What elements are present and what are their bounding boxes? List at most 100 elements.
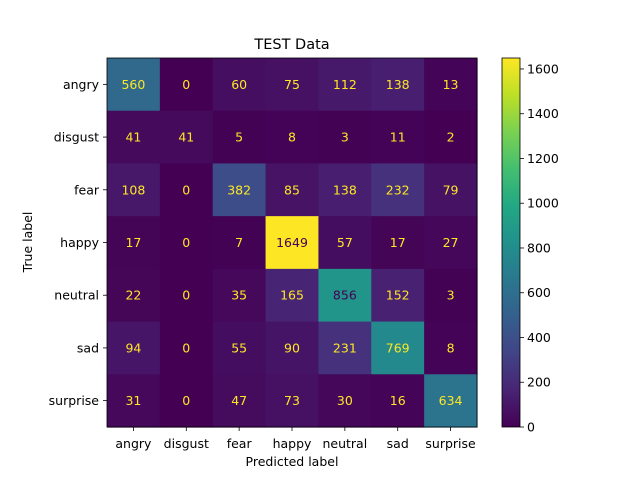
heatmap-cell [212, 268, 267, 323]
y-tick-label: surprise [49, 393, 100, 408]
y-tick-label: neutral [54, 288, 99, 303]
cell-value-label: 17 [125, 235, 141, 250]
heatmap-cell [159, 321, 214, 375]
cell-value-label: 138 [333, 182, 357, 197]
cell-value-label: 0 [182, 235, 190, 250]
colorbar-frame [501, 57, 521, 428]
heatmap-cell [265, 268, 320, 323]
heatmap-cell [371, 321, 425, 375]
cell-value-label: 138 [386, 77, 410, 92]
cell-value-label: 382 [227, 182, 251, 197]
heatmap-cell [159, 268, 214, 323]
heatmap-cell [265, 58, 320, 112]
heatmap-cell [424, 58, 478, 112]
heatmap-cell [265, 216, 320, 270]
cell-value-label: 79 [443, 182, 459, 197]
y-tick-label: sad [77, 340, 99, 355]
heatmap-cell [424, 374, 478, 428]
cell-value-label: 1649 [276, 235, 308, 250]
heatmap-cells [107, 58, 478, 428]
heatmap-cell [318, 268, 372, 323]
heatmap-cell [159, 216, 214, 270]
colorbar-tick-label: 800 [527, 240, 551, 255]
cell-value-label: 112 [333, 77, 357, 92]
cell-value-label: 0 [182, 393, 190, 408]
x-tick-label: sad [387, 436, 409, 451]
cell-value-label: 57 [337, 235, 353, 250]
heatmap-cell [212, 163, 267, 217]
heatmap-cell [424, 163, 478, 217]
heatmap-cell [107, 321, 161, 375]
cell-value-label: 560 [121, 77, 145, 92]
cell-value-label: 0 [182, 182, 190, 197]
y-tick-label: disgust [54, 130, 99, 145]
x-tick-label: neutral [322, 436, 367, 451]
cell-value-label: 13 [443, 77, 459, 92]
x-axis-ticks: angry disgust fear happy neutral sad surprise [115, 427, 476, 451]
heatmap-cell [159, 163, 214, 217]
cell-value-label: 2 [447, 130, 455, 145]
heatmap-cell [318, 374, 372, 428]
cell-value-label: 0 [182, 340, 190, 355]
heatmap-cell [265, 374, 320, 428]
heatmap-cell [371, 374, 425, 428]
heatmap-cell [212, 58, 267, 112]
cell-value-label: 73 [284, 393, 300, 408]
heatmap-cell [318, 321, 372, 375]
heatmap-cell [371, 110, 425, 165]
cell-value-label: 3 [447, 288, 455, 303]
heatmap-cell [265, 110, 320, 165]
y-tick-label: fear [74, 182, 100, 197]
heatmap-cell [107, 58, 161, 112]
colorbar-ticks: 0 200 400 600 800 1000 1200 1400 1600 [520, 61, 559, 435]
cell-value-label: 55 [231, 340, 247, 355]
heatmap-cell [107, 216, 161, 270]
cell-value-label: 30 [337, 393, 353, 408]
cell-value-label: 152 [386, 288, 410, 303]
heatmap-cell [424, 321, 478, 375]
heatmap-cell [107, 110, 161, 165]
heatmap-cell [371, 163, 425, 217]
heatmap-cell [318, 163, 372, 217]
colorbar-tick-label: 200 [527, 375, 551, 390]
x-tick-label: angry [115, 436, 152, 451]
cell-value-label: 165 [280, 288, 304, 303]
y-tick-label: angry [63, 77, 100, 92]
cell-value-label: 41 [178, 130, 194, 145]
y-axis-ticks: angry disgust fear happy neutral sad surprise [49, 77, 107, 408]
heatmap-cell [424, 268, 478, 323]
heatmap-cell [159, 374, 214, 428]
cell-value-label: 16 [390, 393, 406, 408]
heatmap-cell [265, 321, 320, 375]
cell-value-label: 27 [443, 235, 459, 250]
x-tick-label: fear [227, 436, 253, 451]
heatmap-cell [159, 110, 214, 165]
colorbar-tick-label: 0 [527, 420, 535, 435]
heatmap-cell [107, 163, 161, 217]
cell-value-label: 22 [125, 288, 141, 303]
cell-value-label: 17 [390, 235, 406, 250]
cell-value-label: 0 [182, 288, 190, 303]
cell-value-label: 8 [288, 130, 296, 145]
colorbar [502, 58, 520, 427]
cell-value-label: 11 [390, 130, 406, 145]
colorbar-tick-label: 600 [527, 285, 551, 300]
cell-value-label: 231 [333, 340, 357, 355]
cell-value-label: 3 [341, 130, 349, 145]
cell-value-label: 8 [447, 340, 455, 355]
heatmap-cell [159, 58, 214, 112]
y-axis-title: True label [20, 212, 35, 274]
heatmap-cell [265, 163, 320, 217]
heatmap-cell [107, 268, 161, 323]
cell-value-label: 769 [386, 340, 410, 355]
cell-value-label: 85 [284, 182, 300, 197]
heatmap-cell [424, 216, 478, 270]
colorbar-tick-label: 1200 [527, 151, 559, 166]
cell-value-label: 94 [125, 340, 141, 355]
heatmap-cell [371, 268, 425, 323]
cell-value-label: 60 [231, 77, 247, 92]
heatmap-cell [212, 216, 267, 270]
